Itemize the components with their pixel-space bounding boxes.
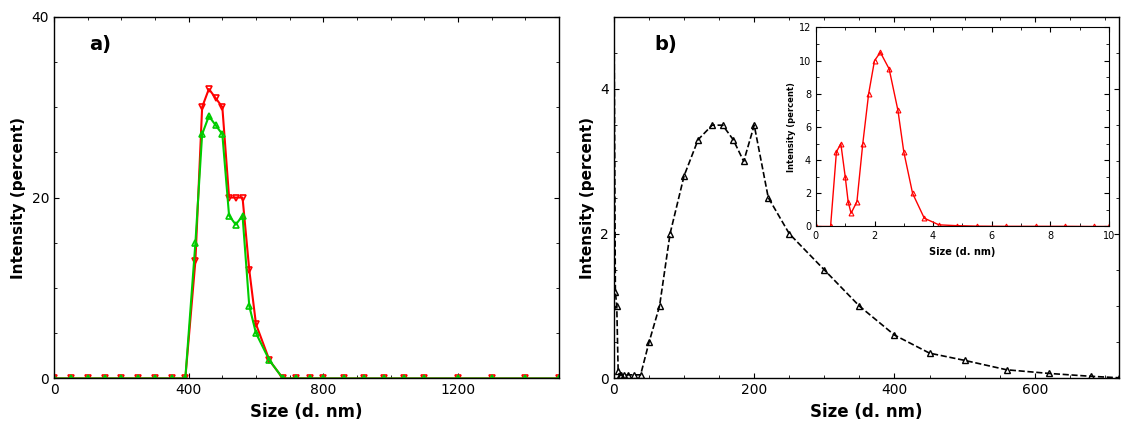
- Text: a): a): [89, 35, 112, 54]
- X-axis label: Size (d. nm): Size (d. nm): [250, 403, 363, 421]
- X-axis label: Size (d. nm): Size (d. nm): [810, 403, 923, 421]
- Y-axis label: Intensity (percent): Intensity (percent): [580, 117, 594, 279]
- Text: b): b): [654, 35, 677, 54]
- Y-axis label: Intensity (percent): Intensity (percent): [11, 117, 26, 279]
